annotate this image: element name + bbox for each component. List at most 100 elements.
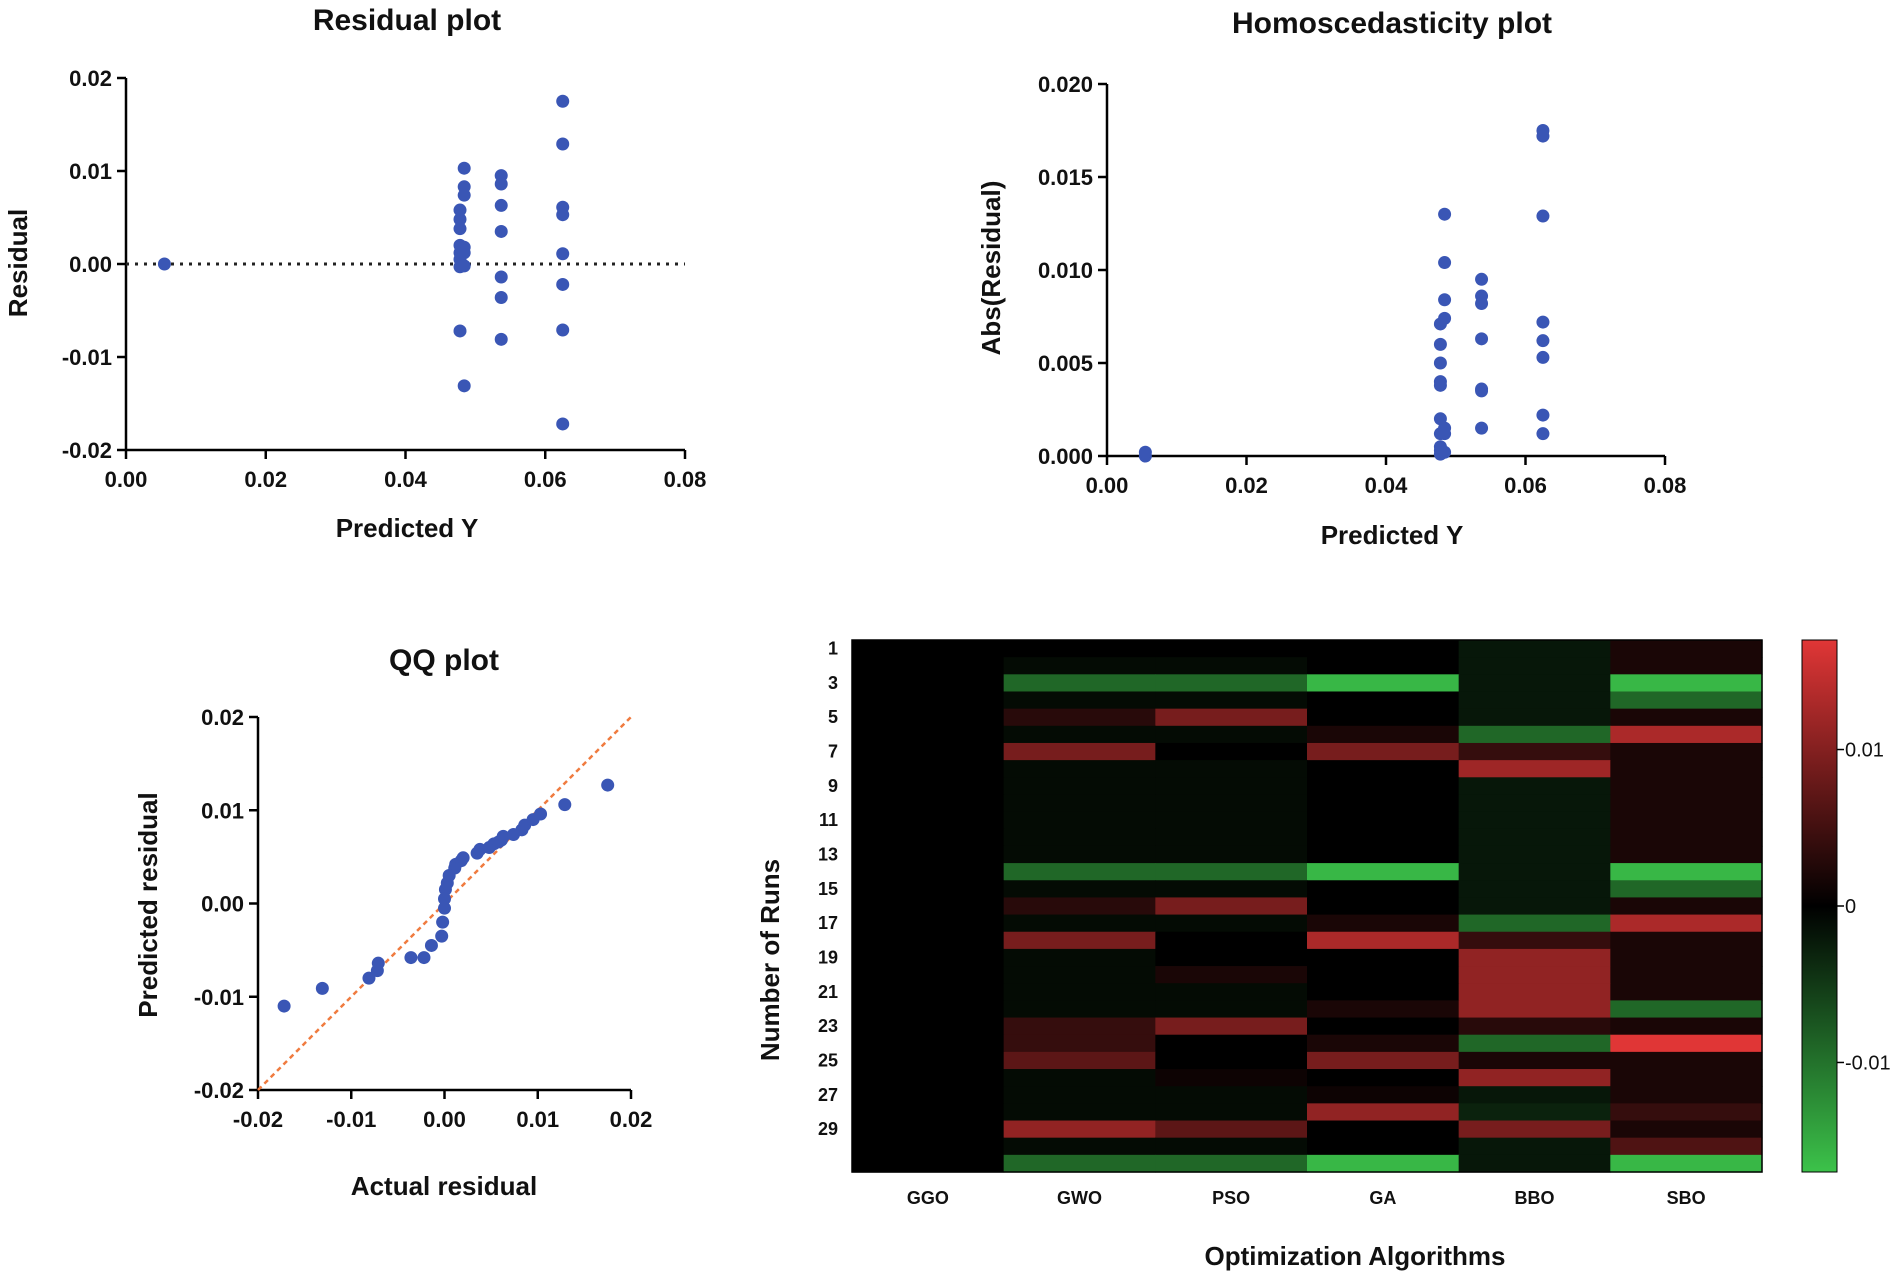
heatmap-cell xyxy=(1155,725,1308,744)
residual-data-point xyxy=(494,270,508,284)
homoscedasticity-data-point xyxy=(1536,334,1550,348)
heatmap-cell xyxy=(1003,845,1156,864)
residual-data-point xyxy=(453,212,467,226)
heatmap-column-label: SBO xyxy=(1667,1188,1706,1208)
heatmap-cell xyxy=(1610,760,1763,778)
heatmap-cell xyxy=(1610,674,1763,693)
heatmap-cell xyxy=(1307,708,1460,727)
homoscedasticity-data-point xyxy=(1433,356,1447,370)
heatmap-cell xyxy=(1458,640,1611,658)
heatmap-cell xyxy=(1003,811,1156,830)
heatmap-cell xyxy=(1307,725,1460,744)
homoscedasticity-y-tick-label: 0.005 xyxy=(1038,351,1093,376)
heatmap-cell xyxy=(852,1069,1005,1087)
heatmap-cell xyxy=(1003,880,1156,899)
heatmap-cell xyxy=(1003,640,1156,658)
heatmap-cell xyxy=(1155,948,1308,967)
homoscedasticity-data-point xyxy=(1536,408,1550,422)
heatmap-cell xyxy=(1155,691,1308,710)
heatmap-cell xyxy=(1458,983,1611,1001)
heatmap-cell xyxy=(1155,794,1308,813)
heatmap-cell xyxy=(852,674,1005,693)
homoscedasticity-y-tick-label: 0.010 xyxy=(1038,258,1093,283)
homoscedasticity-data-point xyxy=(1536,315,1550,329)
heatmap-cell xyxy=(1458,1086,1611,1104)
heatmap-cell xyxy=(852,1137,1005,1156)
heatmap-cell xyxy=(852,863,1005,881)
qq-data-point xyxy=(315,981,329,995)
heatmap-cell xyxy=(1003,828,1156,847)
heatmap-row-label: 7 xyxy=(828,742,838,762)
homoscedasticity-plot-title: Homoscedasticity plot xyxy=(1232,7,1552,40)
heatmap-cell xyxy=(1458,1137,1611,1156)
heatmap-cell xyxy=(1307,811,1460,830)
heatmap-cell xyxy=(1003,708,1156,727)
heatmap-column-label: BBO xyxy=(1515,1188,1555,1208)
heatmap-cell xyxy=(852,966,1005,984)
heatmap-cell xyxy=(1155,845,1308,864)
heatmap-cell xyxy=(1155,1069,1308,1087)
heatmap-row-label: 5 xyxy=(828,707,838,727)
qq-x-tick-label: 0.02 xyxy=(610,1107,653,1132)
heatmap-cell xyxy=(1003,948,1156,967)
heatmap-cell xyxy=(1458,691,1611,710)
heatmap-cell xyxy=(1155,657,1308,675)
homoscedasticity-data-point xyxy=(1438,311,1452,325)
residual-data-point xyxy=(494,177,508,191)
homoscedasticity-data-point xyxy=(1536,427,1550,441)
qq-x-tick-label: -0.01 xyxy=(326,1107,376,1132)
heatmap-cell xyxy=(1003,1051,1156,1070)
heatmap-cell xyxy=(1307,880,1460,899)
qq-data-point xyxy=(362,971,376,985)
qq-data-point xyxy=(534,807,548,821)
heatmap-cell xyxy=(852,1120,1005,1139)
residual-data-point xyxy=(457,161,471,175)
homoscedasticity-y-tick-label: 0.015 xyxy=(1038,165,1093,190)
heatmap-cell xyxy=(1610,931,1763,950)
heatmap-row-label: 27 xyxy=(818,1085,838,1105)
heatmap-cell xyxy=(1610,966,1763,984)
heatmap-cell xyxy=(1610,640,1763,658)
heatmap-cell xyxy=(1155,1017,1308,1036)
colorbar xyxy=(1801,639,1838,1173)
heatmap-cell xyxy=(1003,1034,1156,1053)
heatmap-cell xyxy=(1307,674,1460,693)
heatmap-row-label: 25 xyxy=(818,1050,838,1070)
heatmap-cell xyxy=(1458,708,1611,727)
heatmap-row-label: 23 xyxy=(818,1016,838,1036)
qq-data-point xyxy=(424,938,438,952)
heatmap-cell xyxy=(1458,760,1611,778)
qq-data-point xyxy=(435,929,449,943)
heatmap-cell xyxy=(1458,1120,1611,1139)
heatmap-cell xyxy=(852,1000,1005,1019)
qq-data-point xyxy=(438,892,451,906)
qq-plot-title: QQ plot xyxy=(389,644,499,677)
heatmap-cell xyxy=(1155,863,1308,881)
heatmap-cell xyxy=(1458,674,1611,693)
homoscedasticity-data-point xyxy=(1475,296,1489,310)
heatmap-cell xyxy=(1610,914,1763,933)
heatmap-cell xyxy=(1155,1120,1308,1139)
heatmap-cell xyxy=(852,1086,1005,1104)
residual-data-point xyxy=(556,277,570,291)
residual-y-tick-label: -0.02 xyxy=(62,438,112,463)
heatmap-cell xyxy=(852,657,1005,675)
heatmap-cell xyxy=(1307,966,1460,984)
heatmap-cell xyxy=(1458,811,1611,830)
heatmap-cell xyxy=(1458,777,1611,796)
heatmap-cell xyxy=(1610,777,1763,796)
heatmap-cell xyxy=(1458,931,1611,950)
heatmap-cell xyxy=(1307,1137,1460,1156)
heatmap-column-label: PSO xyxy=(1212,1188,1250,1208)
heatmap-cell xyxy=(1003,983,1156,1001)
heatmap-cell xyxy=(852,931,1005,950)
heatmap-cell xyxy=(1610,742,1763,761)
qq-y-tick-label: -0.01 xyxy=(194,985,244,1010)
heatmap-cell xyxy=(1003,657,1156,675)
residual-x-tick-label: 0.06 xyxy=(524,467,567,492)
residual-data-point xyxy=(457,259,471,273)
residual-plot-ylabel: Residual xyxy=(3,209,33,317)
heatmap-cell xyxy=(1610,1120,1763,1139)
heatmap-row-label: 9 xyxy=(828,776,838,796)
heatmap-cell xyxy=(1003,1103,1156,1122)
